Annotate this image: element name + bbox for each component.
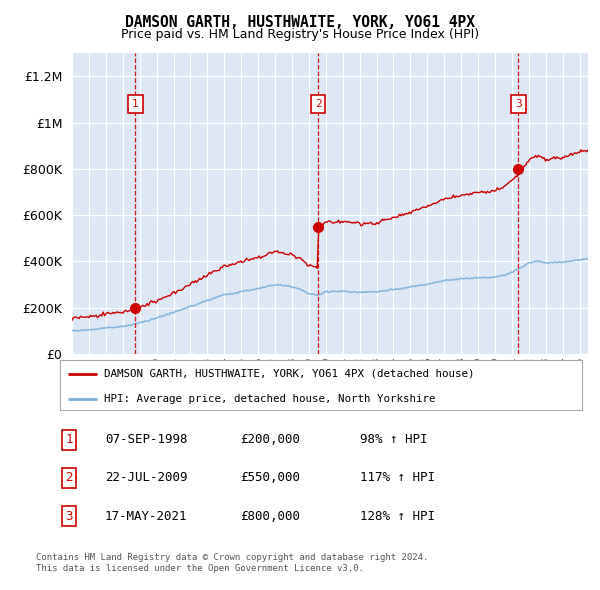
Text: 98% ↑ HPI: 98% ↑ HPI [360,433,427,446]
Text: 17-MAY-2021: 17-MAY-2021 [105,510,187,523]
Text: HPI: Average price, detached house, North Yorkshire: HPI: Average price, detached house, Nort… [104,394,436,404]
Text: 1: 1 [65,433,73,446]
Text: 07-SEP-1998: 07-SEP-1998 [105,433,187,446]
Text: 3: 3 [65,510,73,523]
Text: 128% ↑ HPI: 128% ↑ HPI [360,510,435,523]
Text: 117% ↑ HPI: 117% ↑ HPI [360,471,435,484]
Text: £800,000: £800,000 [240,510,300,523]
Text: Price paid vs. HM Land Registry's House Price Index (HPI): Price paid vs. HM Land Registry's House … [121,28,479,41]
Text: 3: 3 [515,99,521,109]
Text: £200,000: £200,000 [240,433,300,446]
Text: 2: 2 [65,471,73,484]
Text: 22-JUL-2009: 22-JUL-2009 [105,471,187,484]
Text: 2: 2 [315,99,322,109]
Text: DAMSON GARTH, HUSTHWAITE, YORK, YO61 4PX (detached house): DAMSON GARTH, HUSTHWAITE, YORK, YO61 4PX… [104,369,475,379]
Text: 1: 1 [132,99,139,109]
Text: £550,000: £550,000 [240,471,300,484]
Text: This data is licensed under the Open Government Licence v3.0.: This data is licensed under the Open Gov… [36,565,364,573]
Text: Contains HM Land Registry data © Crown copyright and database right 2024.: Contains HM Land Registry data © Crown c… [36,553,428,562]
Text: DAMSON GARTH, HUSTHWAITE, YORK, YO61 4PX: DAMSON GARTH, HUSTHWAITE, YORK, YO61 4PX [125,15,475,30]
